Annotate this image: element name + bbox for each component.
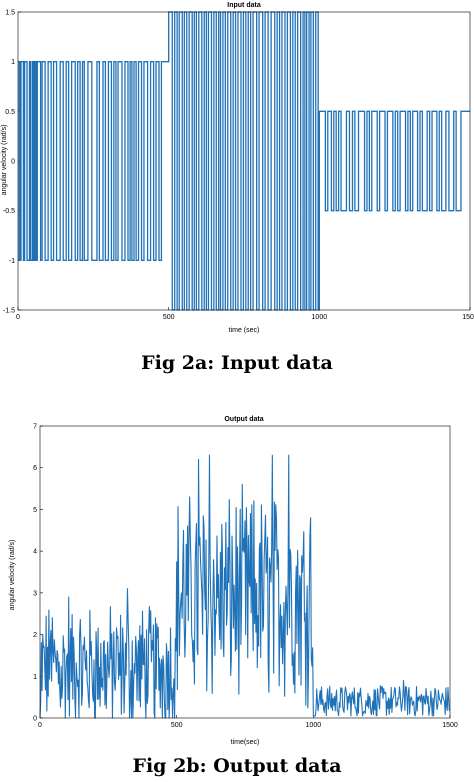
input-y-tick-label: 1 — [11, 59, 15, 66]
input-x-tick-label: 1500 — [462, 314, 474, 321]
input-data-chart: Input data angular velocity (rad/s) time… — [1, 2, 474, 334]
output-series-line — [39, 454, 450, 719]
input-plot-frame — [17, 11, 471, 311]
output-x-tick-label: 500 — [171, 722, 183, 729]
output-y-axis-label: angular velocity (rad/s) — [9, 540, 16, 611]
output-plot-frame — [39, 425, 451, 719]
output-x-tick-label: 0 — [38, 722, 42, 729]
output-y-tick-label: 7 — [33, 424, 37, 431]
input-series — [18, 11, 470, 311]
input-y-tick-label: 1.5 — [5, 10, 15, 17]
output-series — [39, 454, 450, 719]
caption-fig-2a: Fig 2a: Input data — [141, 352, 333, 374]
output-x-axis-label: time(sec) — [231, 739, 260, 746]
output-x-tick-label: 1000 — [306, 722, 322, 729]
output-y-tick-label: 5 — [33, 507, 37, 514]
input-y-tick-label: -1 — [9, 258, 15, 265]
input-chart-title: Input data — [227, 2, 261, 9]
input-x-tick-label: 500 — [163, 314, 175, 321]
output-data-chart: Output data angular velocity (rad/s) tim… — [9, 416, 458, 746]
output-chart-title: Output data — [224, 416, 263, 423]
output-y-tick-label: 1 — [33, 674, 37, 681]
input-y-tick-label: 0.5 — [5, 109, 15, 116]
output-y-tick-label: 2 — [33, 632, 37, 639]
input-x-tick-label: 0 — [16, 314, 20, 321]
input-x-tick-label: 1000 — [312, 314, 328, 321]
input-y-tick-label: -0.5 — [3, 208, 15, 215]
output-x-tick-label: 1500 — [442, 722, 458, 729]
input-x-axis-label: time (sec) — [229, 327, 260, 334]
output-y-tick-label: 3 — [33, 590, 37, 597]
output-y-tick-label: 4 — [33, 549, 37, 556]
input-y-tick-label: -1.5 — [3, 308, 15, 315]
output-y-tick-label: 0 — [33, 716, 37, 723]
caption-fig-2b: Fig 2b: Output data — [132, 755, 341, 777]
input-y-axis-label: angular velocity (rad/s) — [1, 125, 8, 196]
input-series-line — [18, 11, 470, 311]
output-y-tick-label: 6 — [33, 465, 37, 472]
input-y-tick-label: 0 — [11, 159, 15, 166]
